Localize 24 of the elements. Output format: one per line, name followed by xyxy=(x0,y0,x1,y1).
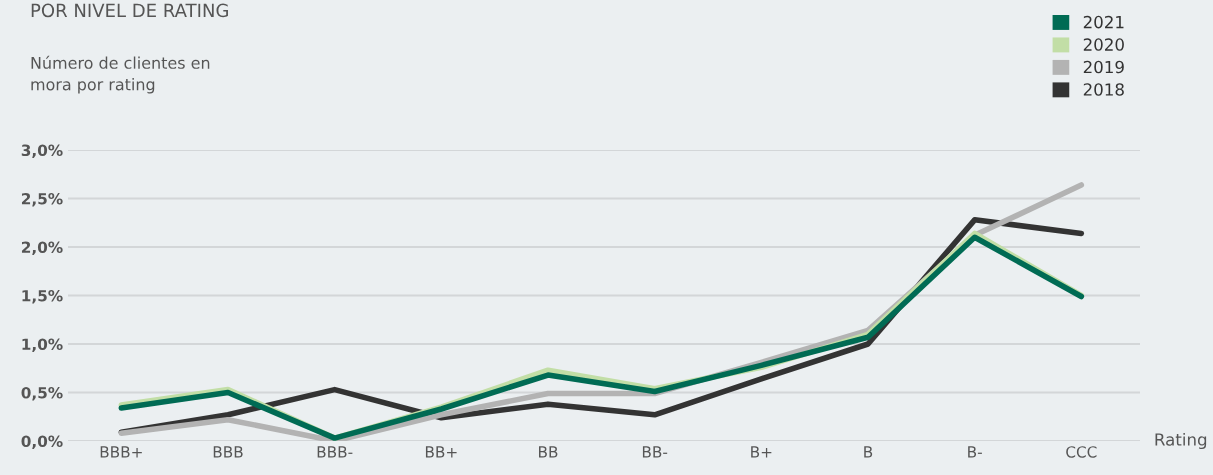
legend-label: 2019 xyxy=(1083,60,1124,74)
x-tick-label: BBB- xyxy=(317,446,353,458)
legend-label: 2020 xyxy=(1083,38,1124,51)
y-tick-label: 0,0% xyxy=(21,435,63,449)
legend-label: 2021 xyxy=(1083,15,1124,29)
y-tick-label: 0,5% xyxy=(21,386,63,401)
x-tick-label: BB xyxy=(539,446,558,458)
x-tick-label: BB+ xyxy=(425,446,457,458)
x-tick-label: B xyxy=(864,446,873,458)
x-tick-label: BBB xyxy=(213,446,243,458)
y-tick-label: 1,5% xyxy=(22,289,63,304)
legend-label: 2018 xyxy=(1083,83,1124,96)
x-tick-label: BBB+ xyxy=(100,446,142,458)
x-tick-label: B- xyxy=(968,446,982,458)
y-tick-label: 3,0% xyxy=(21,144,63,158)
chart-subtitle: Número de clientes en mora por rating xyxy=(31,55,210,94)
y-tick-label: 1,0% xyxy=(22,338,63,352)
x-tick-label: BB- xyxy=(642,446,668,458)
x-tick-label: CCC xyxy=(1066,446,1097,458)
y-tick-label: 2,0% xyxy=(21,241,63,255)
x-axis-title: Rating xyxy=(1155,432,1207,450)
chart-title: POR NIVEL DE RATING xyxy=(31,3,228,18)
y-tick-label: 2,5% xyxy=(21,192,63,207)
x-tick-label: B+ xyxy=(751,446,772,458)
